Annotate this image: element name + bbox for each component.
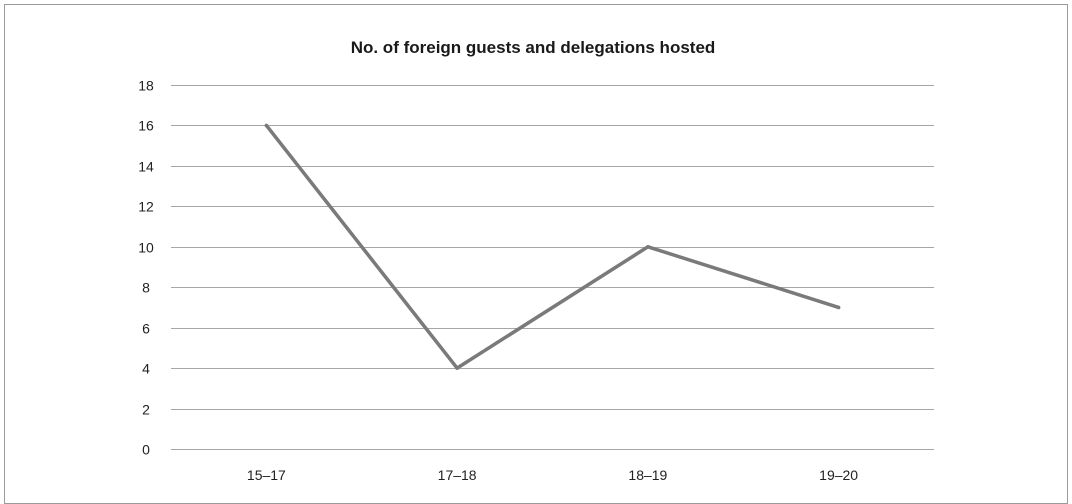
y-tick-label: 10 [138,240,154,256]
data-point [264,123,269,128]
chart-title: No. of foreign guests and delegations ho… [351,38,716,57]
x-tick-label: 18–19 [628,467,667,483]
y-tick-label: 0 [142,442,150,458]
y-tick-label: 16 [138,118,154,134]
data-point [455,366,459,370]
y-tick-label: 18 [138,78,154,94]
y-tick-label: 12 [138,199,154,215]
y-tick-label: 6 [142,321,150,337]
x-axis-tick-labels: 15–17 17–18 18–19 19–20 [247,467,858,483]
data-point [646,244,650,249]
y-tick-label: 14 [138,159,154,175]
y-tick-label: 8 [142,280,150,296]
y-tick-label: 2 [142,402,150,418]
x-tick-label: 15–17 [247,467,286,483]
x-tick-label: 17–18 [438,467,477,483]
chart-frame [4,4,1068,504]
series-line-0 [265,124,840,370]
y-tick-label: 4 [142,361,150,377]
gridlines [171,85,934,450]
data-point [836,305,841,310]
x-tick-label: 19–20 [819,467,858,483]
series-lines [264,123,841,370]
y-axis-tick-labels: 0 2 4 6 8 10 12 14 16 18 [138,78,154,458]
